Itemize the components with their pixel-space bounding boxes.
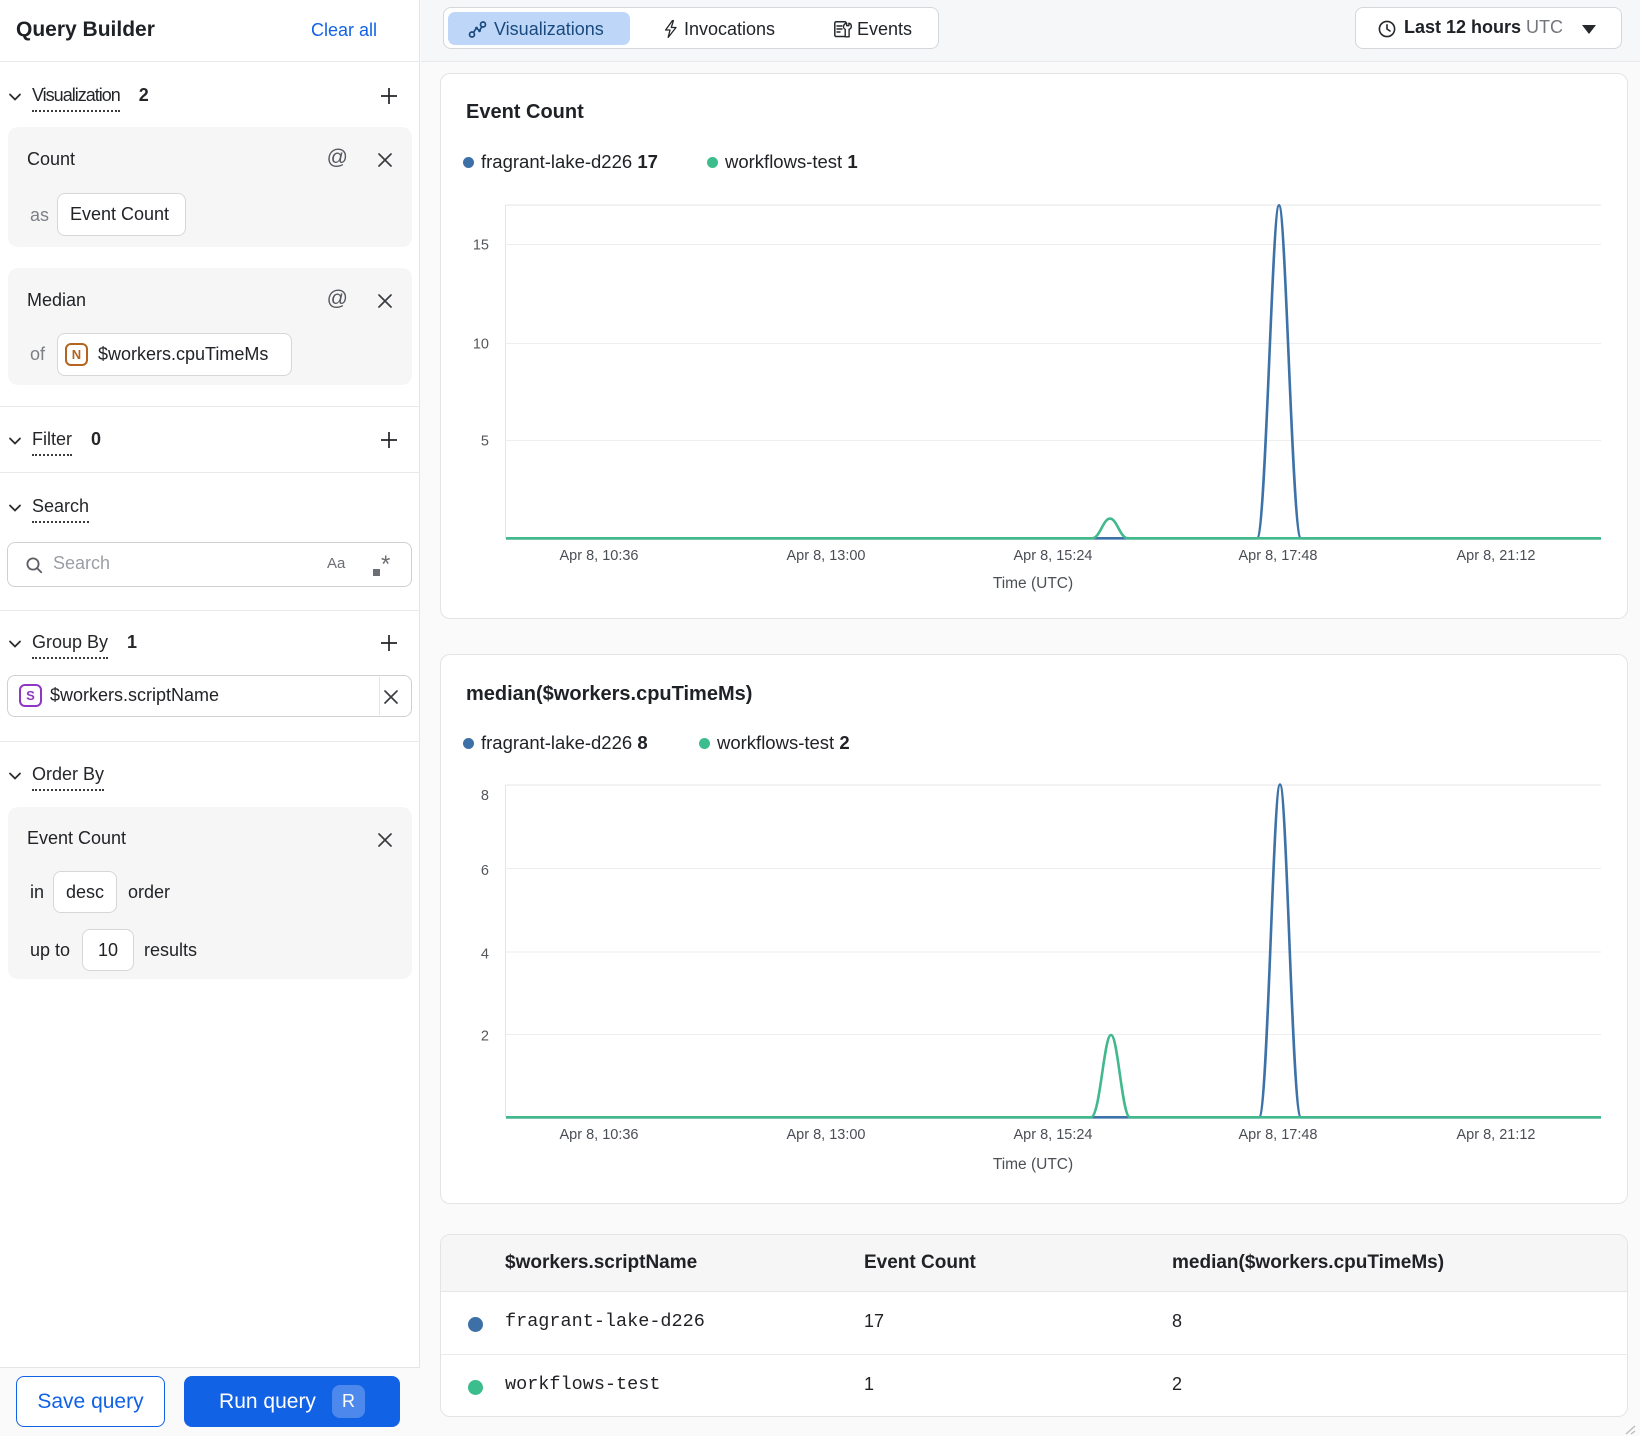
svg-text:Apr 8, 13:00: Apr 8, 13:00 (787, 1127, 866, 1143)
svg-text:10: 10 (473, 337, 489, 353)
svg-text:Apr 8, 13:00: Apr 8, 13:00 (787, 548, 866, 564)
svg-text:Apr 8, 17:48: Apr 8, 17:48 (1239, 548, 1318, 564)
svg-text:4: 4 (481, 947, 489, 963)
svg-text:2: 2 (481, 1029, 489, 1045)
svg-text:Apr 8, 15:24: Apr 8, 15:24 (1014, 548, 1093, 564)
svg-text:Apr 8, 10:36: Apr 8, 10:36 (560, 548, 639, 564)
svg-text:Apr 8, 17:48: Apr 8, 17:48 (1239, 1127, 1318, 1143)
svg-text:6: 6 (481, 863, 489, 879)
svg-text:Time (UTC): Time (UTC) (993, 575, 1073, 592)
svg-text:Apr 8, 15:24: Apr 8, 15:24 (1014, 1127, 1093, 1143)
svg-text:5: 5 (481, 434, 489, 450)
svg-text:8: 8 (481, 788, 489, 804)
svg-text:Time (UTC): Time (UTC) (993, 1156, 1073, 1173)
svg-text:*: * (381, 552, 390, 578)
svg-text:15: 15 (473, 238, 489, 254)
svg-text:Apr 8, 21:12: Apr 8, 21:12 (1457, 548, 1536, 564)
svg-text:Apr 8, 21:12: Apr 8, 21:12 (1457, 1127, 1536, 1143)
svg-text:Apr 8, 10:36: Apr 8, 10:36 (560, 1127, 639, 1143)
